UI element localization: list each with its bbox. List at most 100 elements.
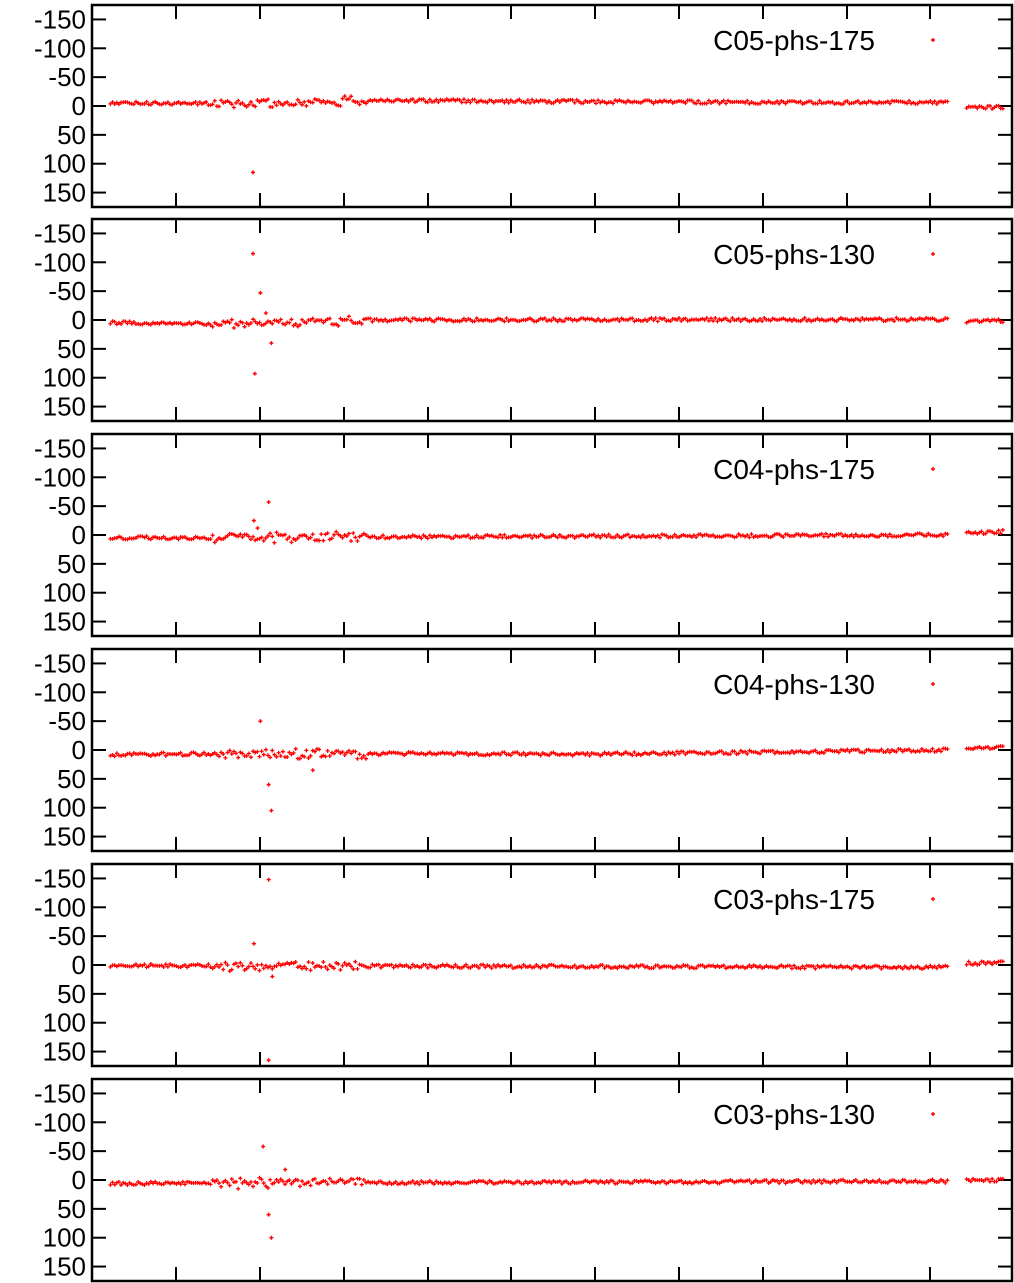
data-point <box>992 746 997 751</box>
data-point <box>355 321 360 326</box>
data-point <box>847 534 852 539</box>
series-points <box>108 877 1005 1063</box>
data-point <box>990 106 995 111</box>
y-tick-label: 0 <box>72 91 86 121</box>
data-point <box>966 529 971 534</box>
data-point <box>813 1180 818 1185</box>
data-point <box>372 534 377 539</box>
data-point <box>427 962 432 967</box>
data-point <box>278 1177 283 1182</box>
data-point <box>274 103 279 108</box>
data-point <box>817 965 822 970</box>
data-point <box>178 965 183 970</box>
data-point <box>877 316 882 321</box>
data-point <box>683 101 688 106</box>
data-point <box>481 318 486 323</box>
data-point <box>898 534 903 539</box>
data-point <box>451 97 456 102</box>
data-point <box>293 1177 298 1182</box>
data-point <box>187 963 192 968</box>
data-point <box>248 537 253 542</box>
data-point <box>975 106 980 111</box>
data-point <box>734 534 739 539</box>
data-point <box>370 752 375 757</box>
data-point <box>608 318 613 323</box>
data-point <box>862 317 867 322</box>
data-point <box>110 100 115 105</box>
data-point <box>985 317 990 322</box>
data-point <box>415 99 420 104</box>
data-point <box>898 1180 903 1185</box>
data-point <box>421 318 426 323</box>
data-point <box>687 533 692 538</box>
data-point <box>378 535 383 540</box>
data-point <box>266 965 271 970</box>
data-point <box>182 100 187 105</box>
data-point <box>730 534 735 539</box>
data-point <box>785 318 790 323</box>
y-tick-label: -150 <box>34 433 86 463</box>
data-point <box>210 752 215 757</box>
data-point <box>442 1180 447 1185</box>
data-point <box>321 959 326 964</box>
data-point <box>195 752 200 757</box>
data-point <box>551 532 556 537</box>
data-point <box>706 1181 711 1186</box>
data-point <box>481 1178 486 1183</box>
data-point <box>206 321 211 326</box>
data-point <box>310 316 315 321</box>
data-point <box>988 960 993 965</box>
data-point <box>636 751 641 756</box>
data-point <box>653 316 658 321</box>
data-point <box>819 750 824 755</box>
data-point <box>615 316 620 321</box>
data-point <box>483 753 488 758</box>
data-point <box>674 318 679 323</box>
data-point <box>674 963 679 968</box>
data-point <box>913 532 918 537</box>
data-point <box>485 752 490 757</box>
data-point <box>594 964 599 969</box>
data-point <box>148 102 153 107</box>
data-point <box>890 748 895 753</box>
data-point <box>319 532 324 537</box>
data-point <box>308 535 313 540</box>
data-point <box>165 964 170 969</box>
data-point <box>432 1182 437 1187</box>
data-point <box>655 100 660 105</box>
data-point <box>604 1179 609 1184</box>
data-point <box>170 102 175 107</box>
data-point <box>515 534 520 539</box>
data-point <box>259 962 264 967</box>
data-point <box>930 746 935 751</box>
data-point <box>847 1179 852 1184</box>
data-point <box>355 539 360 544</box>
data-point <box>649 534 654 539</box>
data-point <box>596 533 601 538</box>
data-point <box>745 533 750 538</box>
data-point <box>521 99 526 104</box>
data-point <box>133 99 138 104</box>
data-point <box>246 322 251 327</box>
data-point <box>977 962 982 967</box>
y-tick-label: -50 <box>48 62 86 92</box>
data-point <box>285 537 290 542</box>
data-point <box>924 533 929 538</box>
data-point <box>1000 959 1005 964</box>
data-point <box>349 964 354 969</box>
data-point <box>640 533 645 538</box>
data-point <box>551 316 556 321</box>
data-point <box>985 1177 990 1182</box>
data-point <box>270 105 275 110</box>
data-point <box>225 99 230 104</box>
data-point <box>783 1181 788 1186</box>
data-point <box>834 319 839 324</box>
data-point <box>174 964 179 969</box>
data-point <box>740 533 745 538</box>
data-point <box>234 1179 239 1184</box>
data-point <box>534 1181 539 1186</box>
data-point <box>536 318 541 323</box>
y-tick-label: 150 <box>43 178 86 208</box>
data-point <box>306 1180 311 1185</box>
data-point <box>378 317 383 322</box>
